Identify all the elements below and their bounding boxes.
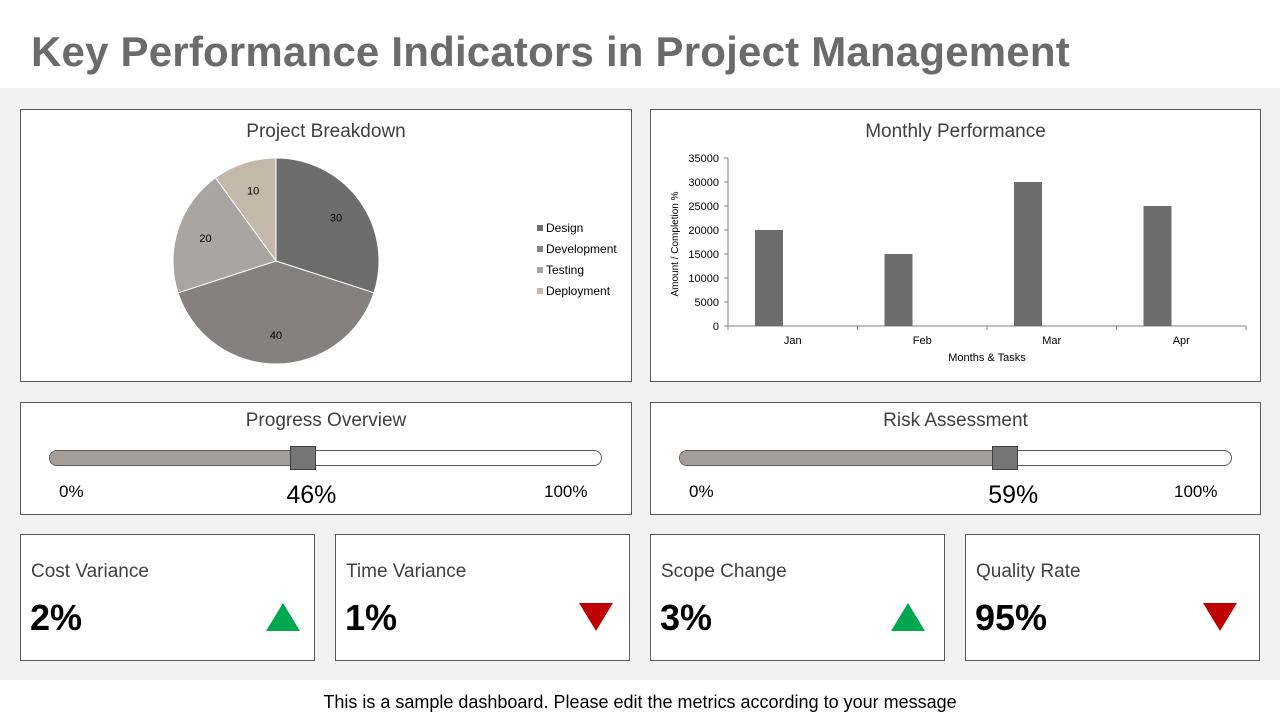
progress-overview-panel: Progress Overview 0% 46% 100% [20,402,632,515]
bar-jan [755,230,783,326]
y-tick-label: 15000 [688,249,719,261]
title-bar: Key Performance Indicators in Project Ma… [0,0,1280,88]
y-tick-label: 0 [713,321,719,333]
risk-track [679,450,1232,466]
progress-min-label: 0% [59,482,84,501]
risk-assessment-panel: Risk Assessment 0% 59% 100% [650,402,1261,515]
page-title: Key Performance Indicators in Project Ma… [31,28,1070,75]
progress-slider-handle[interactable] [290,446,317,470]
bar-chart-title: Monthly Performance [865,121,1046,142]
pie-data-label: 10 [247,185,259,197]
progress-track [49,450,602,466]
pie-data-label: 20 [199,233,211,245]
x-tick-label: Jan [784,335,802,347]
kpi-label: Quality Rate [976,561,1081,582]
y-tick-label: 25000 [688,201,719,213]
risk-value: 59% [988,481,1039,509]
kpi-card-quality-rate: Quality Rate 95% [965,534,1260,661]
legend-swatch [537,288,543,294]
x-tick-label: Feb [913,335,932,347]
legend-item-testing: Testing [546,263,584,277]
legend-swatch [537,225,543,231]
bar-chart: 0 5000 10000 15000 20000 25000 30000 35000 Jan Fe… [670,153,1247,364]
kpi-card-scope-change: Scope Change 3% [650,534,945,661]
risk-max-label: 100% [1174,482,1218,501]
kpi-value: 3% [660,597,713,638]
kpi-value: 2% [30,597,83,638]
bar-apr [1143,206,1172,326]
pie-slice-testing [172,176,277,294]
y-tick-label: 20000 [688,225,719,237]
progress-title: Progress Overview [245,410,407,431]
legend-swatch [537,267,543,273]
triangle-down-icon [1203,603,1237,633]
kpi-label: Time Variance [346,561,467,582]
y-tick-label: 10000 [688,273,719,285]
y-tick-label: 30000 [688,177,719,189]
footer-note: This is a sample dashboard. Please edit … [323,692,957,712]
kpi-value: 1% [345,597,398,638]
monthly-performance-panel: Monthly Performance 0 5000 10000 15000 20000… [650,109,1261,382]
risk-slider-handle[interactable] [992,446,1019,470]
pie-data-label: 30 [330,212,342,224]
kpi-card-cost-variance: Cost Variance 2% [20,534,315,661]
triangle-up-icon [266,603,300,633]
x-tick-label: Apr [1173,335,1190,347]
kpi-card-time-variance: Time Variance 1% [335,534,630,661]
legend-item-design: Design [546,221,583,235]
footer [0,680,1280,720]
legend-item-deployment: Deployment [546,284,611,298]
progress-fill [50,451,305,465]
risk-title: Risk Assessment [883,410,1028,431]
x-tick-label: Mar [1042,335,1061,347]
triangle-down-icon [579,603,613,633]
project-breakdown-panel: Project Breakdown 30 40 20 10 Design Developm… [20,109,632,382]
kpi-label: Scope Change [661,561,787,582]
bar-mar [1014,182,1042,326]
y-axis-title: Amount / Completion % [670,191,681,296]
pie-slice-deployment [214,157,277,263]
progress-max-label: 100% [544,482,588,501]
pie-chart: 30 40 20 10 Design Development Testing Deployme… [172,157,617,365]
pie-chart-title: Project Breakdown [246,121,406,142]
legend-item-development: Development [546,242,617,256]
x-axis-title: Months & Tasks [948,352,1026,364]
kpi-label: Cost Variance [31,561,149,582]
triangle-up-icon [891,603,925,633]
y-tick-label: 35000 [688,153,719,165]
pie-slice-development [177,260,375,365]
y-tick-label: 5000 [695,297,719,309]
pie-slice-design [275,157,380,294]
risk-fill [680,451,1007,465]
risk-min-label: 0% [689,482,714,501]
bar-feb [884,254,913,326]
progress-value: 46% [286,481,337,509]
kpi-value: 95% [975,597,1048,638]
pie-data-label: 40 [270,330,282,342]
legend-swatch [537,246,543,252]
